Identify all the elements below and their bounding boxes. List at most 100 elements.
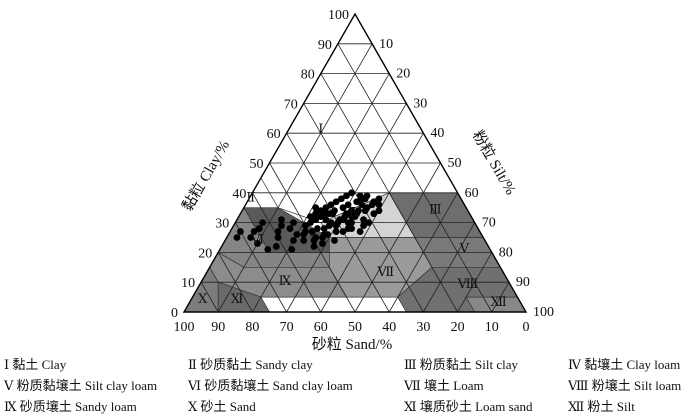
silt-tick-label: 30 — [413, 96, 427, 111]
region-label: Ⅻ — [490, 294, 506, 309]
region-label: Ⅷ — [457, 276, 478, 291]
sample-point — [322, 204, 330, 212]
sample-point — [332, 222, 340, 229]
sample-point — [312, 234, 320, 241]
sample-point — [348, 207, 355, 215]
sample-point — [375, 195, 383, 203]
clay-tick-label: 70 — [284, 97, 298, 112]
legend-text: 黏土 Clay — [12, 357, 67, 372]
sample-points — [233, 189, 383, 253]
clay-tick-label: 20 — [198, 246, 212, 261]
silt-tick-label: 90 — [516, 275, 530, 290]
clay-tick-label: 10 — [181, 276, 195, 291]
grid-line — [457, 252, 493, 313]
legend-item: Ⅴ 粉质黏壤土 Silt clay loam — [4, 377, 157, 395]
sample-point — [344, 225, 352, 232]
sand-tick-label: 40 — [382, 320, 396, 335]
sample-point — [375, 201, 383, 209]
legend-text: 砂质壤土 Sandy loam — [19, 399, 137, 414]
clay-axis-label: 黏粒 Clay/% — [179, 137, 233, 214]
sample-point — [370, 210, 378, 218]
grid-line — [423, 222, 476, 313]
legend-item: Ⅷ 粉壤土 Silt loam — [568, 377, 681, 395]
sample-point — [344, 219, 352, 227]
legend-numeral: Ⅴ — [4, 378, 14, 393]
region-labels: Ⅰ Ⅱ Ⅲ Ⅳ Ⅴ Ⅵ Ⅶ Ⅷ Ⅸ Ⅹ Ⅺ Ⅻ — [198, 121, 507, 309]
sample-point — [254, 240, 261, 247]
legend-text: 粉壤土 Silt loam — [591, 378, 682, 393]
sample-point — [332, 198, 340, 206]
sand-tick-label: 30 — [416, 320, 430, 335]
sample-point — [264, 246, 272, 253]
silt-tick-label: 20 — [396, 67, 410, 82]
sample-point — [286, 225, 294, 232]
texture-class-legend: Ⅰ 黏土 Clay Ⅱ 砂质黏土 Sandy clay Ⅲ 粉质黏土 Silt … — [0, 352, 700, 420]
texture-region — [260, 13, 459, 223]
legend-numeral: Ⅲ — [404, 357, 417, 372]
legend-item: Ⅵ 砂质黏壤土 Sand clay loam — [188, 377, 353, 395]
sample-point — [322, 210, 330, 218]
sample-point — [331, 237, 338, 244]
region-label: Ⅰ — [318, 121, 323, 136]
legend-numeral: Ⅻ — [568, 399, 585, 414]
sand-tick-label: 100 — [174, 320, 195, 335]
sample-point — [348, 189, 355, 197]
axis-tick-labels: 1009080706050403020100102030405060708090… — [171, 8, 554, 335]
sample-point — [290, 219, 297, 227]
sample-point — [324, 231, 332, 238]
sand-tick-label: 90 — [211, 320, 225, 335]
legend-text: 粉质黏土 Silt clay — [419, 357, 519, 372]
sand-tick-label: 20 — [451, 320, 465, 335]
sample-point — [358, 201, 366, 209]
sand-tick-label: 10 — [485, 320, 499, 335]
silt-tick-label: 60 — [465, 186, 479, 201]
sample-point — [355, 207, 362, 215]
legend-numeral: Ⅳ — [568, 357, 581, 372]
sample-point — [312, 210, 320, 218]
sample-point — [339, 228, 347, 235]
sand-tick-label: 60 — [314, 320, 328, 335]
region-label: Ⅲ — [429, 202, 442, 217]
legend-item: Ⅲ 粉质黏土 Silt clay — [404, 356, 518, 374]
sample-point — [237, 228, 244, 235]
legend-text: 砂质黏壤土 Sand clay loam — [204, 378, 353, 393]
sample-point — [320, 225, 328, 232]
legend-text: 砂质黏土 Sandy clay — [200, 357, 313, 372]
legend-numeral: Ⅷ — [568, 378, 589, 393]
legend-item: Ⅱ 砂质黏土 Sandy clay — [188, 356, 313, 374]
grid-line — [337, 43, 493, 313]
triangle-border — [182, 12, 528, 313]
sample-point — [360, 216, 367, 224]
sample-point — [307, 213, 314, 221]
sample-point — [353, 198, 361, 206]
sample-point — [363, 192, 371, 200]
legend-numeral: Ⅶ — [404, 378, 421, 393]
legend-text: 砂土 Sand — [200, 399, 256, 414]
sample-point — [356, 192, 364, 200]
legend-text: 壤土 Loam — [424, 378, 484, 393]
grid-line — [491, 282, 510, 313]
clay-tick-label: 100 — [328, 8, 349, 23]
sample-point — [343, 192, 350, 200]
sample-point — [278, 222, 285, 229]
clay-tick-label: 60 — [267, 127, 281, 142]
clay-tick-label: 30 — [215, 217, 229, 232]
legend-item: Ⅰ 黏土 Clay — [4, 356, 66, 374]
sample-point — [312, 216, 320, 224]
sample-point — [365, 219, 373, 227]
region-label: Ⅴ — [459, 240, 470, 255]
sample-point — [308, 228, 316, 235]
grid-line — [234, 222, 287, 313]
grid-line — [200, 282, 219, 313]
sample-point — [293, 231, 301, 238]
sample-point — [274, 234, 282, 241]
sample-point — [313, 225, 321, 232]
region-label: Ⅵ — [250, 231, 264, 246]
legend-item: Ⅹ 砂土 Sand — [188, 398, 256, 416]
sample-point — [375, 207, 383, 215]
grid-line — [269, 162, 356, 313]
sample-point — [343, 210, 350, 218]
grid-line — [217, 43, 373, 313]
sample-point — [278, 216, 285, 224]
